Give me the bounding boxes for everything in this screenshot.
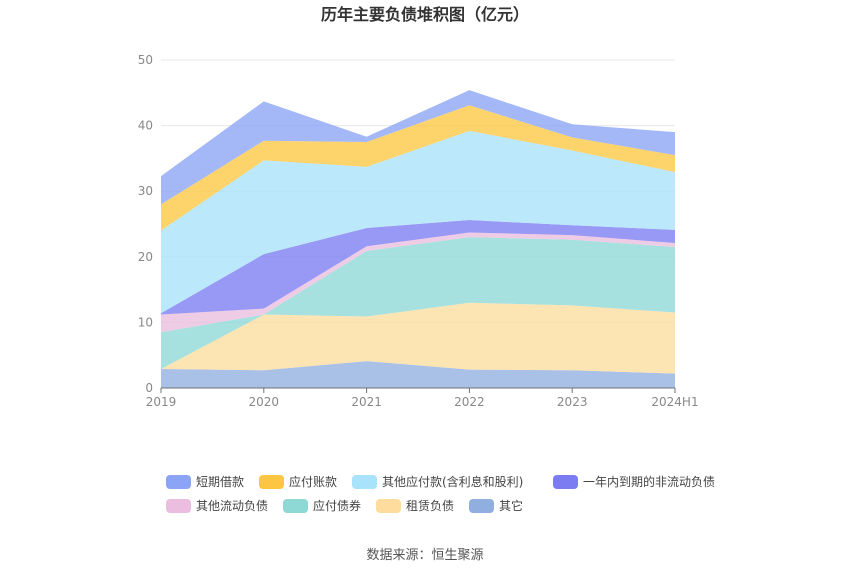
- x-tick-label: 2022: [454, 395, 485, 409]
- y-tick-label: 30: [138, 184, 153, 198]
- area-series-应付债券: [161, 237, 675, 369]
- legend-label: 一年内到期的非流动负债: [583, 474, 715, 489]
- legend-item-应付账款[interactable]: 应付账款: [259, 474, 337, 489]
- area-series-短期借款: [161, 90, 675, 205]
- legend-label: 短期借款: [196, 475, 244, 489]
- legend-swatch: [553, 475, 578, 489]
- x-tick-label: 2024H1: [651, 395, 698, 409]
- legend-label: 应付债券: [313, 498, 361, 513]
- axes: 2019 2020 2021 2022 2023 2024H1: [146, 387, 699, 409]
- legend-label: 其他应付款(含利息和股利): [382, 474, 523, 489]
- legend-swatch: [259, 475, 284, 489]
- x-tick-label: 2021: [351, 395, 382, 409]
- legend-swatch: [352, 475, 377, 489]
- legend-swatch: [376, 499, 401, 513]
- y-tick-label: 0: [145, 381, 153, 395]
- y-tick-label: 20: [138, 250, 153, 264]
- area-series-其它: [161, 361, 675, 388]
- legend-label: 其他流动负债: [196, 499, 268, 513]
- legend-swatch: [283, 499, 308, 513]
- legend-label: 应付账款: [289, 474, 337, 489]
- y-tick-label: 10: [138, 315, 153, 329]
- legend-item-其它[interactable]: 其它: [469, 498, 523, 513]
- x-tick-label: 2019: [146, 395, 177, 409]
- legend-item-其他流动负债[interactable]: 其他流动负债: [166, 499, 268, 513]
- chart-title: 历年主要负债堆积图（亿元）: [321, 5, 529, 24]
- legend-item-短期借款[interactable]: 短期借款: [166, 475, 244, 489]
- x-tick-label: 2023: [557, 395, 588, 409]
- legend-item-应付债券[interactable]: 应付债券: [283, 498, 361, 513]
- legend-label: 其它: [499, 498, 523, 513]
- area-series-应付账款: [161, 105, 675, 231]
- y-tick-label: 40: [138, 119, 153, 133]
- legend-label: 租赁负债: [406, 499, 454, 513]
- area-series-一年内到期的非流动负债: [161, 220, 675, 315]
- legend-swatch: [166, 499, 191, 513]
- y-tick-label: 50: [138, 53, 153, 67]
- source-note: 数据来源：恒生聚源: [366, 548, 483, 563]
- legend-swatch: [166, 475, 191, 489]
- legend-item-其他应付款(含利息和股利)[interactable]: 其他应付款(含利息和股利): [352, 474, 523, 489]
- area-series-其他应付款(含利息和股利): [161, 130, 675, 314]
- area-series-其他流动负债: [161, 232, 675, 333]
- x-tick-label: 2020: [249, 395, 280, 409]
- area-series: [161, 90, 675, 388]
- legend-item-租赁负债[interactable]: 租赁负债: [376, 499, 454, 513]
- area-series-租赁负债: [161, 302, 675, 374]
- legend-item-一年内到期的非流动负债[interactable]: 一年内到期的非流动负债: [553, 474, 715, 489]
- legend-swatch: [469, 499, 494, 513]
